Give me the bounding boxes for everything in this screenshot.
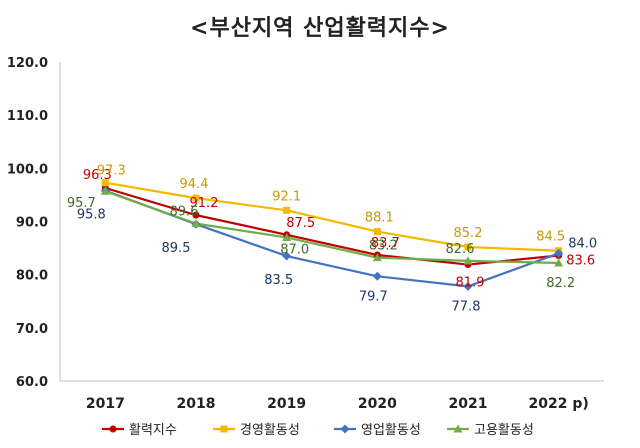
data-label: 87.5: [286, 216, 315, 231]
series-lines: [104, 181, 560, 288]
series-line: [104, 190, 559, 265]
data-point: [109, 425, 117, 433]
data-label: 84.5: [536, 230, 565, 245]
data-label: 89.6: [170, 205, 199, 220]
data-label: 95.7: [67, 196, 96, 211]
data-label: 85.2: [454, 226, 483, 241]
y-tick-label: 90.0: [16, 216, 48, 231]
series-line: [105, 186, 559, 266]
data-label: 83.2: [369, 239, 398, 254]
data-label: 83.6: [566, 254, 595, 269]
y-tick-label: 120.0: [7, 56, 48, 71]
data-point: [340, 424, 350, 434]
y-tick-label: 60.0: [16, 375, 48, 390]
data-label: 89.5: [162, 241, 191, 256]
data-label: 82.6: [446, 242, 475, 257]
data-label: 95.8: [77, 208, 106, 223]
data-label: 92.1: [272, 189, 301, 204]
data-point: [372, 271, 382, 281]
data-label: 88.1: [365, 211, 394, 226]
data-point: [192, 211, 200, 219]
data-point: [453, 424, 463, 433]
chart-axes: 60.0 70.0 80.0 90.0 100.0 110.0 120.0 2017 2018 2…: [7, 56, 604, 412]
x-tick-label: 2017: [86, 396, 125, 412]
data-point: [282, 232, 292, 241]
data-point: [100, 186, 110, 195]
x-tick-label: 2020: [358, 396, 397, 412]
data-point: [101, 179, 109, 187]
y-tick-label: 80.0: [16, 269, 48, 284]
data-label: 84.0: [568, 236, 597, 251]
series-markers: [100, 179, 564, 291]
data-label: 77.8: [452, 299, 481, 314]
x-tick-label: 2018: [177, 396, 216, 412]
x-tick-label: 2021: [449, 396, 488, 412]
y-tick-label: 100.0: [7, 162, 48, 177]
data-point: [372, 253, 382, 262]
data-labels: 96.3 91.2 87.5 83.7 81.9 83.6 97.3 94.4 92.1 88.1…: [67, 164, 597, 315]
data-label: 79.7: [359, 289, 388, 304]
data-point: [282, 251, 292, 261]
data-point: [373, 228, 381, 236]
data-point: [283, 206, 291, 214]
data-label: 97.3: [97, 164, 126, 179]
y-tick-label: 110.0: [7, 109, 48, 124]
legend-label: 영업활동성: [361, 423, 421, 438]
series-line: [105, 181, 559, 252]
x-tick-label: 2019: [267, 396, 306, 412]
data-label: 96.3: [83, 168, 112, 183]
data-point: [464, 243, 472, 251]
legend-label: 고용활동성: [474, 423, 534, 438]
legend-label: 경영활동성: [240, 423, 300, 438]
data-label: 94.4: [180, 177, 209, 192]
data-point: [554, 248, 564, 258]
data-label: 83.5: [264, 273, 293, 288]
data-label: 87.0: [280, 242, 309, 257]
data-label: 91.2: [190, 196, 219, 211]
data-label: 81.9: [456, 276, 485, 291]
legend: 활력지수 경영활동성 영업활동성 고용활동성: [102, 423, 534, 438]
data-point: [463, 256, 473, 265]
data-point: [192, 194, 200, 202]
legend-label: 활력지수: [129, 423, 177, 438]
y-tick-label: 70.0: [16, 322, 48, 337]
data-point: [463, 281, 473, 291]
chart-title: <부산지역 산업활력지수>: [190, 16, 450, 41]
data-label: 83.7: [371, 236, 400, 251]
x-tick-label: 2022 p): [529, 396, 589, 412]
data-point: [191, 219, 201, 228]
data-label: 82.2: [546, 276, 575, 291]
data-point: [554, 258, 564, 267]
data-point: [220, 425, 228, 433]
